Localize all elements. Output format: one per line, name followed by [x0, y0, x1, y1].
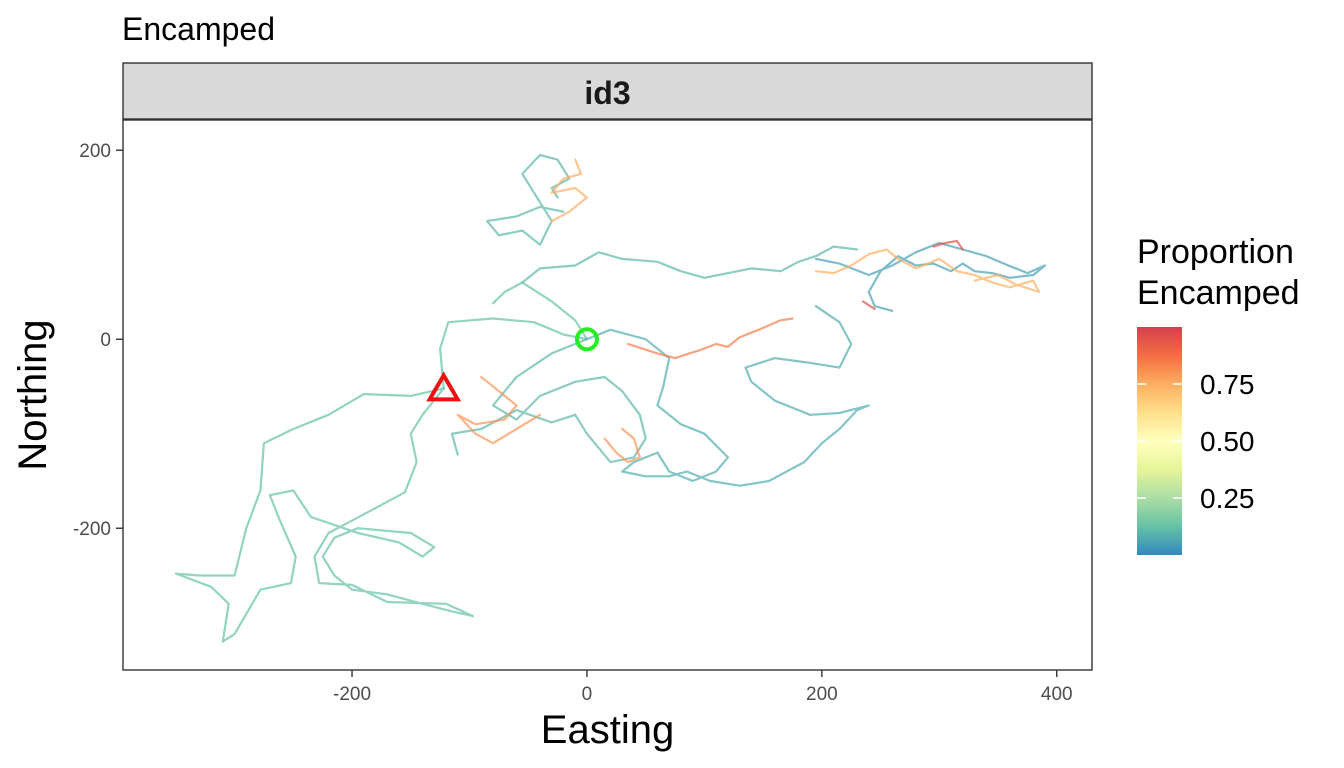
chart-title: Encamped [122, 11, 275, 47]
facet-strip [122, 62, 1093, 120]
x-tick-label: 200 [806, 684, 838, 705]
track-segment [491, 281, 588, 341]
x-axis: -200 0 200 400 [333, 670, 1073, 705]
track-segment [861, 300, 876, 311]
track-segment [456, 375, 542, 445]
track-segment [603, 427, 641, 464]
y-axis-label: Northing [11, 319, 55, 470]
x-tick-label: 400 [1041, 684, 1073, 705]
plot-panel [122, 119, 1093, 671]
legend-title-line-1: Proportion [1137, 233, 1294, 271]
track-segment [814, 248, 1041, 294]
track-segment [585, 305, 870, 487]
y-tick-label: 200 [79, 141, 111, 162]
legend-title-line-2: Encamped [1137, 274, 1300, 312]
track-segment [550, 158, 588, 223]
markers [426, 327, 599, 402]
x-tick-label: -200 [333, 684, 371, 705]
legend-tick-label: 0.75 [1200, 369, 1255, 400]
legend-tick-label: 0.50 [1200, 426, 1255, 457]
track-segment [814, 241, 1047, 312]
end-marker [426, 371, 462, 402]
facet-label: id3 [584, 75, 630, 111]
legend: Proportion Encamped 0.25 0.50 0.75 [1137, 233, 1300, 555]
x-tick-label: 0 [582, 684, 593, 705]
start-marker [574, 327, 599, 352]
track-segment [174, 387, 475, 643]
track-segment [439, 317, 588, 390]
track-segment [627, 317, 794, 360]
legend-tick-label: 0.25 [1200, 483, 1255, 514]
track-segment [521, 245, 859, 284]
track-paths [174, 153, 1047, 643]
legend-ticks: 0.25 0.50 0.75 [1137, 369, 1255, 514]
y-axis: -200 0 200 [73, 141, 123, 540]
track-segment [932, 239, 964, 251]
y-tick-label: -200 [73, 519, 111, 540]
x-axis-label: Easting [541, 708, 674, 752]
track-segment [450, 338, 647, 464]
y-tick-label: 0 [100, 330, 111, 351]
